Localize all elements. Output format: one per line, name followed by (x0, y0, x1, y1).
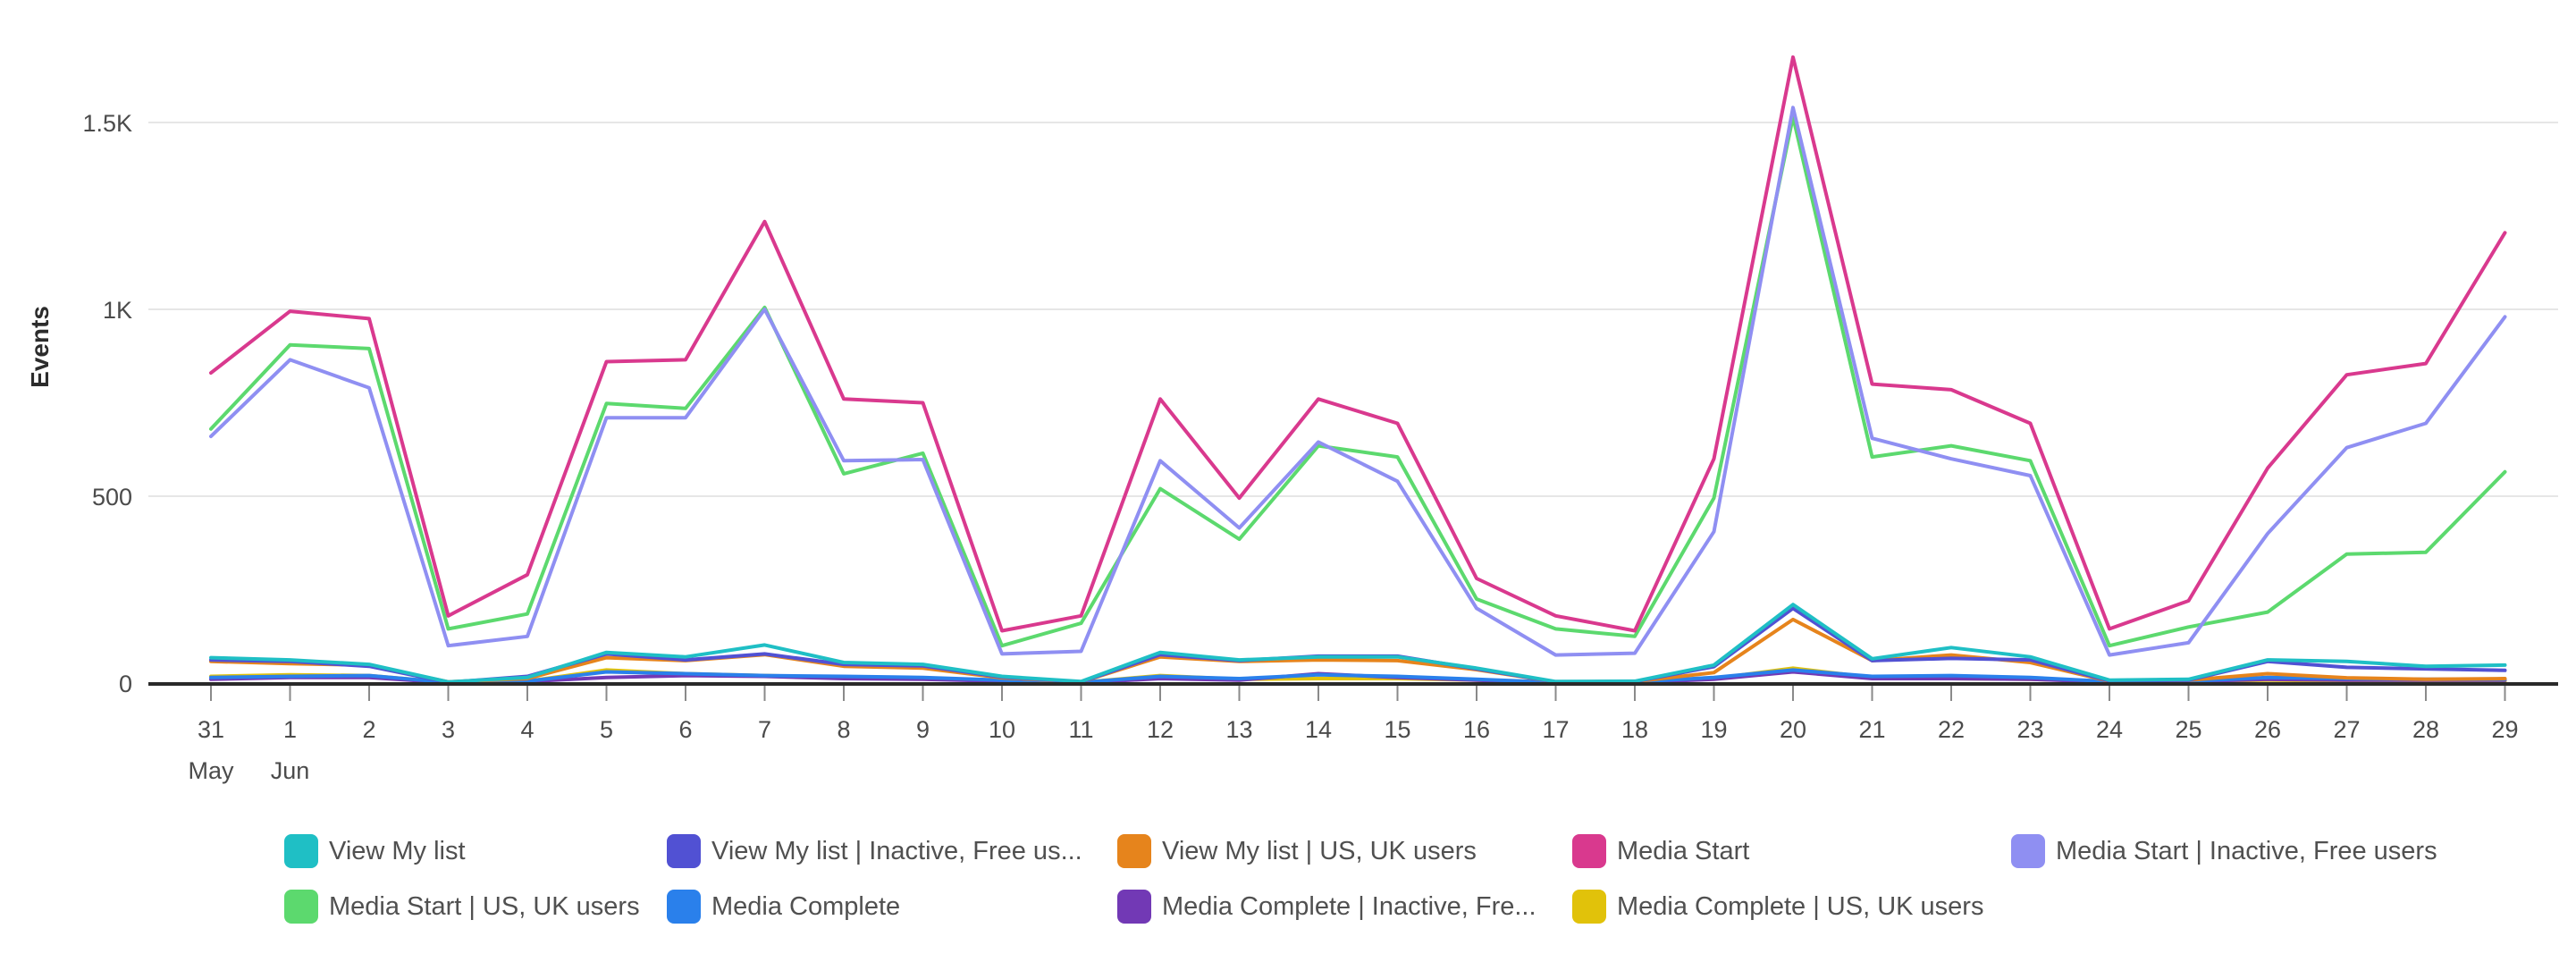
y-tick-label: 1.5K (82, 110, 132, 137)
x-tick-label: 9 (916, 716, 930, 743)
y-tick-label: 0 (119, 671, 132, 697)
legend-item[interactable]: Media Start | US, UK users (284, 885, 640, 928)
y-axis-ticks: 0 500 1K 1.5K (82, 110, 132, 697)
series-line (209, 617, 2507, 684)
gridlines (148, 122, 2558, 497)
x-tick-label: 27 (2333, 716, 2360, 743)
x-tick-label: 22 (1938, 716, 1965, 743)
legend-item[interactable]: Media Start (1572, 830, 1749, 873)
x-month-label: May (188, 757, 234, 784)
x-tick-label: 7 (758, 716, 771, 743)
x-tick-label: 17 (1542, 716, 1569, 743)
y-tick-label: 1K (103, 297, 132, 324)
x-tick-label: 8 (837, 716, 850, 743)
legend-swatch (284, 890, 318, 924)
legend-label: Media Complete | US, UK users (1617, 891, 1984, 921)
legend-item[interactable]: View My list | Inactive, Free us... (667, 830, 1082, 873)
x-tick-label: 23 (2016, 716, 2043, 743)
legend-item[interactable]: Media Complete | US, UK users (1572, 885, 1983, 928)
x-tick-label: 15 (1384, 716, 1410, 743)
x-tick-label: 20 (1780, 716, 1806, 743)
x-tick-label: 12 (1147, 716, 1174, 743)
x-tick-label: 11 (1068, 716, 1093, 743)
x-tick-label: 6 (678, 716, 692, 743)
x-tick-label: 18 (1621, 716, 1648, 743)
x-tick-label: 24 (2096, 716, 2123, 743)
legend-label: Media Start | US, UK users (329, 891, 640, 921)
x-tick-label: 13 (1225, 716, 1252, 743)
legend-item[interactable]: View My list (284, 830, 466, 873)
x-tick-label: 21 (1858, 716, 1885, 743)
legend-item[interactable]: Media Start | Inactive, Free users (2011, 830, 2437, 873)
x-tick-label: 16 (1463, 716, 1490, 743)
x-tick-label: 2 (362, 716, 375, 743)
x-tick-label: 4 (520, 716, 534, 743)
legend-label: Media Complete (711, 891, 901, 921)
x-tick-label: 19 (1700, 716, 1727, 743)
legend-swatch (667, 890, 701, 924)
legend-swatch (2011, 834, 2045, 868)
x-tick-label: 28 (2412, 716, 2439, 743)
legend-label: Media Start | Inactive, Free users (2056, 836, 2437, 865)
legend-swatch (667, 834, 701, 868)
x-tick-label: 5 (600, 716, 613, 743)
x-tick-label: 3 (442, 716, 455, 743)
x-tick-label: 25 (2175, 716, 2201, 743)
legend-label: View My list | US, UK users (1162, 836, 1477, 865)
y-axis-title: Events (26, 306, 54, 388)
legend-label: View My list (329, 836, 466, 865)
x-tick-label: 14 (1305, 716, 1332, 743)
legend-item[interactable]: Media Complete | Inactive, Fre... (1117, 885, 1536, 928)
x-tick-label: 29 (2491, 716, 2518, 743)
legend-label: Media Start (1617, 836, 1750, 865)
legend-swatch (284, 834, 318, 868)
x-tick-label: 1 (283, 716, 297, 743)
legend-swatch (1117, 834, 1151, 868)
x-month-label: Jun (271, 757, 310, 784)
series-line (209, 603, 2507, 684)
y-tick-label: 500 (92, 484, 132, 511)
series-line (209, 114, 2507, 648)
series-line (209, 105, 2507, 657)
series-line (209, 55, 2507, 633)
legend-label: View My list | Inactive, Free us... (711, 836, 1082, 865)
legend-label: Media Complete | Inactive, Fre... (1162, 891, 1536, 921)
x-tick-label: 31 (198, 716, 224, 743)
legend-swatch (1572, 834, 1606, 868)
x-axis-ticks: 31 1 2 3 4 5 6 7 8 9 10 11 12 13 14 15 16 17 18 19 20 21 22 23 2… (188, 686, 2519, 784)
x-tick-label: 10 (989, 716, 1015, 743)
legend-swatch (1117, 890, 1151, 924)
legend-swatch (1572, 890, 1606, 924)
x-tick-label: 26 (2254, 716, 2281, 743)
series-lines (209, 55, 2507, 685)
legend-item[interactable]: Media Complete (667, 885, 900, 928)
legend-item[interactable]: View My list | US, UK users (1117, 830, 1477, 873)
